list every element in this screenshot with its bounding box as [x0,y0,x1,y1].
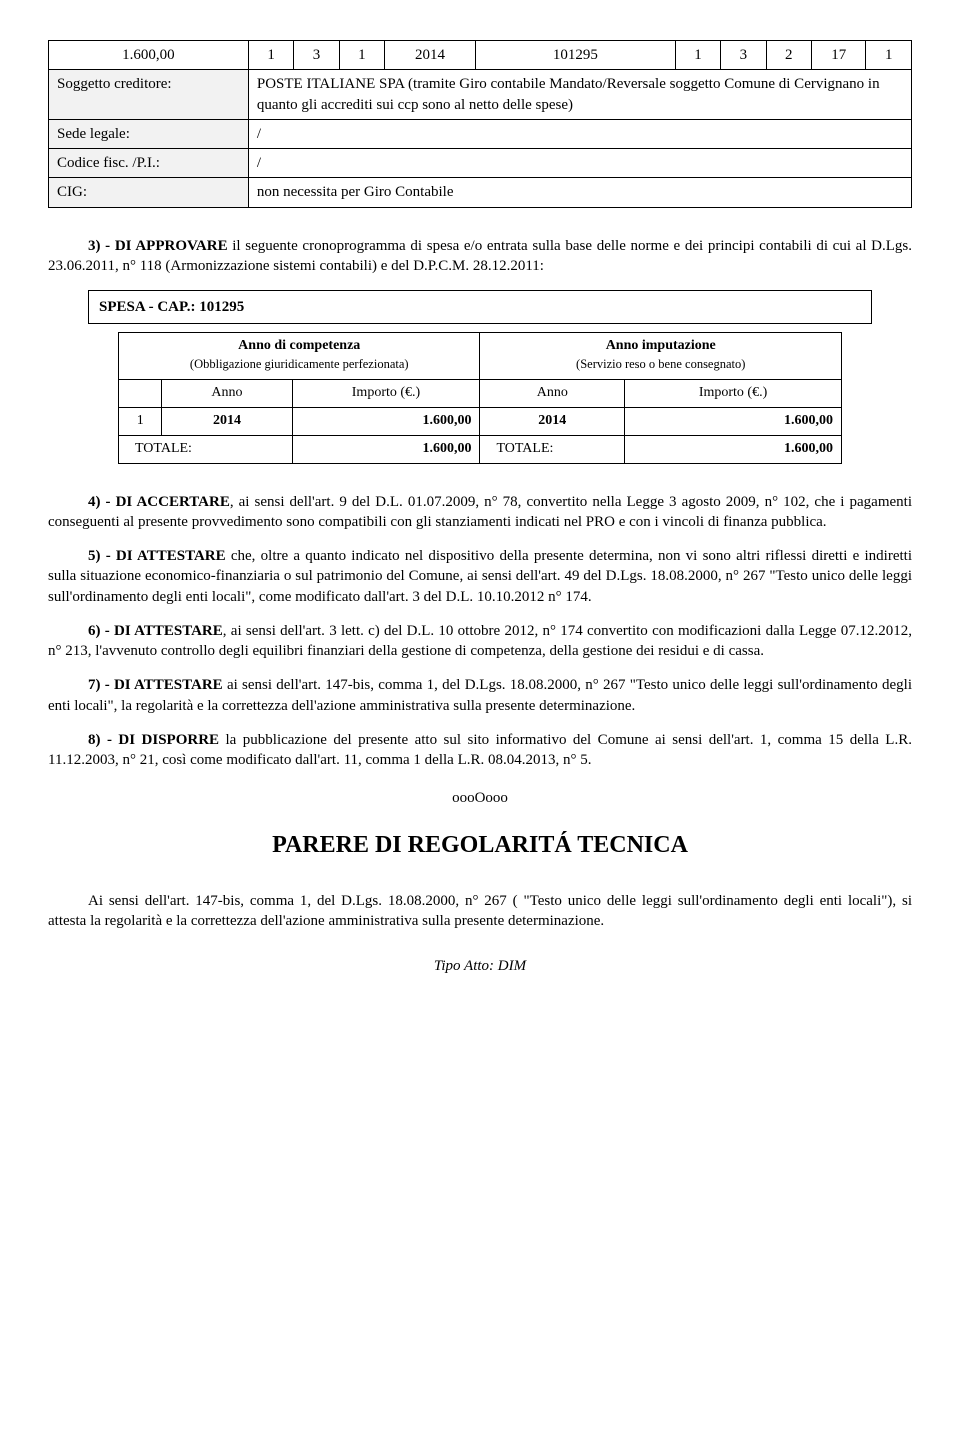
row-idx: 1 [119,407,162,435]
spesa-table: Anno di competenza (Obbligazione giuridi… [118,332,842,463]
cig-value: non necessita per Giro Contabile [248,178,911,207]
hdr-c6: 101295 [475,41,675,70]
para-7: 7) - DI ATTESTARE ai sensi dell'art. 147… [48,675,912,716]
tot-val2: 1.600,00 [625,435,842,463]
col-imp: Anno imputazione (Servizio reso o bene c… [480,333,842,380]
para-6: 6) - DI ATTESTARE, ai sensi dell'art. 3 … [48,621,912,662]
codice-value: / [248,149,911,178]
para-5: 5) - DI ATTESTARE che, oltre a quanto in… [48,546,912,607]
row-val1: 1.600,00 [292,407,480,435]
col-comp: Anno di competenza (Obbligazione giuridi… [119,333,480,380]
hdr-c3: 3 [294,41,339,70]
header-table: 1.600,00 1 3 1 2014 101295 1 3 2 17 1 So… [48,40,912,208]
para-6-intro: 6) - DI ATTESTARE [88,623,223,639]
col-comp-sub: (Obbligazione giuridicamente perfezionat… [190,357,409,371]
row-anno1: 2014 [162,407,292,435]
col-comp-title: Anno di competenza [238,338,360,353]
importo-label-2: Importo (€.) [625,380,842,408]
para-4-intro: 4) - DI ACCERTARE [88,494,230,510]
tot-label-2: TOTALE: [480,435,625,463]
tech-title: PARERE DI REGOLARITÁ TECNICA [48,829,912,861]
para-8-intro: 8) - DI DISPORRE [88,732,219,748]
para-3: 3) - DI APPROVARE il seguente cronoprogr… [48,236,912,277]
hdr-c7: 1 [675,41,720,70]
tipo-atto: Tipo Atto: DIM [48,956,912,976]
anno-label-2: Anno [480,380,625,408]
tot-label-1: TOTALE: [119,435,293,463]
col-imp-title: Anno imputazione [606,338,716,353]
hdr-c1: 1.600,00 [49,41,249,70]
hdr-c2: 1 [248,41,293,70]
hdr-c11: 1 [866,41,912,70]
codice-label: Codice fisc. /P.I.: [49,149,249,178]
sede-value: / [248,119,911,148]
hdr-c8: 3 [721,41,766,70]
hdr-c10: 17 [812,41,866,70]
hdr-c9: 2 [766,41,811,70]
cig-label: CIG: [49,178,249,207]
row-anno2: 2014 [480,407,625,435]
soggetto-label: Soggetto creditore: [49,70,249,120]
separator-ooo: oooOooo [48,788,912,808]
hdr-c4: 1 [339,41,384,70]
para-7-intro: 7) - DI ATTESTARE [88,677,223,693]
spesa-block: SPESA - CAP.: 101295 Anno di competenza … [88,290,872,464]
tot-val1: 1.600,00 [292,435,480,463]
para-8: 8) - DI DISPORRE la pubblicazione del pr… [48,730,912,771]
col-imp-sub: (Servizio reso o bene consegnato) [576,357,745,371]
para-5-intro: 5) - DI ATTESTARE [88,548,226,564]
anno-label-1: Anno [162,380,292,408]
hdr-c5: 2014 [385,41,476,70]
soggetto-value: POSTE ITALIANE SPA (tramite Giro contabi… [248,70,911,120]
importo-label-1: Importo (€.) [292,380,480,408]
sede-label: Sede legale: [49,119,249,148]
spesa-title: SPESA - CAP.: 101295 [88,290,872,324]
tech-para: Ai sensi dell'art. 147-bis, comma 1, del… [48,891,912,932]
row-val2: 1.600,00 [625,407,842,435]
para-4: 4) - DI ACCERTARE, ai sensi dell'art. 9 … [48,492,912,533]
para-3-intro: 3) - DI APPROVARE [88,238,228,254]
